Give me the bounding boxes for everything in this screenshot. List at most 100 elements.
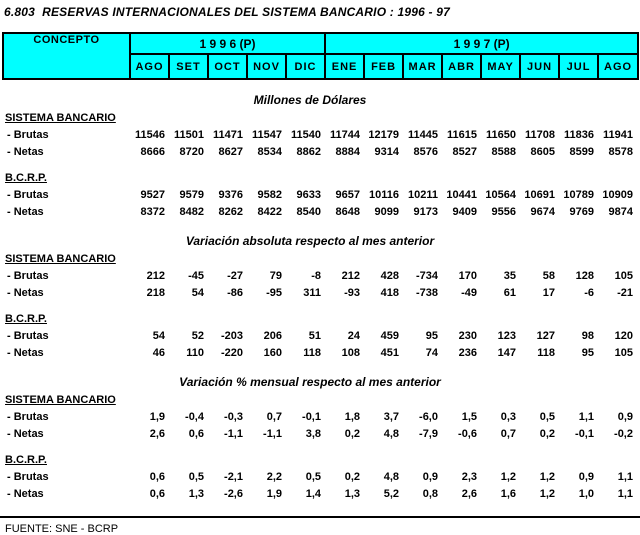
value-cell: 418	[380, 287, 399, 299]
value-cell: 0,7	[500, 428, 516, 440]
value-cell: 11445	[408, 129, 438, 141]
value-cell: 11615	[447, 129, 477, 141]
year-1997-header: 1 9 9 7 (P)	[324, 32, 640, 55]
row-label: - Brutas	[7, 411, 49, 423]
value-cell: 8540	[296, 206, 321, 218]
value-cell: 451	[380, 347, 399, 359]
value-cell: 230	[458, 330, 477, 342]
value-cell: 9314	[374, 146, 399, 158]
value-cell: 8482	[179, 206, 204, 218]
value-cell: 46	[152, 347, 165, 359]
value-cell: -2,6	[224, 488, 243, 500]
data-row: - Netas 218 54 -86 -95 311 -93 418 -738 -49 61 17 -6…	[2, 285, 640, 302]
value-cell: 8627	[218, 146, 243, 158]
value-cell: 35	[503, 270, 516, 282]
value-cell: 120	[614, 330, 633, 342]
value-cell: 8534	[257, 146, 282, 158]
value-cell: 10441	[446, 189, 477, 201]
value-cell: -0,6	[458, 428, 477, 440]
value-cell: 11836	[564, 129, 594, 141]
value-cell: 11540	[291, 129, 321, 141]
value-cell: 2,6	[149, 428, 165, 440]
value-cell: 10909	[602, 189, 633, 201]
value-cell: 2,6	[461, 488, 477, 500]
value-cell: 9674	[530, 206, 555, 218]
group-label: B.C.R.P.	[5, 313, 47, 325]
value-cell: 0,2	[344, 471, 360, 483]
value-cell: 128	[575, 270, 594, 282]
row-label: - Brutas	[7, 330, 49, 342]
month-header-cell: ABR	[441, 53, 483, 80]
value-cell: 105	[614, 270, 633, 282]
value-cell: 8599	[569, 146, 594, 158]
value-cell: 9633	[296, 189, 321, 201]
month-header-cell: JUL	[558, 53, 600, 80]
value-cell: 11471	[213, 129, 243, 141]
month-header-cell: DIC	[284, 53, 327, 80]
value-cell: -0,1	[302, 411, 321, 423]
value-cell: -203	[220, 330, 243, 342]
value-cell: 1,1	[578, 411, 594, 423]
data-row: - Netas 0,6 1,3 -2,6 1,9 1,4 1,3 5,2 0,8 2,6 1,6 1,…	[2, 486, 640, 503]
value-cell: 2,3	[461, 471, 477, 483]
value-cell: -0,1	[575, 428, 594, 440]
section-title: Variación absoluta respecto al mes anter…	[185, 234, 435, 248]
group-label: SISTEMA BANCARIO	[5, 112, 116, 124]
group-block: B.C.R.P. - Brutas 9527 9579 9376 9582 9633 965…	[0, 170, 640, 221]
value-cell: 17	[542, 287, 555, 299]
group-label: SISTEMA BANCARIO	[5, 394, 116, 406]
data-row: - Brutas 54 52 -203 206 51 24 459 95 230 123 127 98 1…	[2, 328, 640, 345]
value-cell: 58	[542, 270, 555, 282]
value-cell: -734	[415, 270, 438, 282]
value-cell: 95	[425, 330, 438, 342]
month-header-cell: JUN	[519, 53, 561, 80]
concepto-header-cell: CONCEPTO	[2, 32, 131, 80]
row-label: - Brutas	[7, 189, 49, 201]
value-cell: 11941	[603, 129, 633, 141]
row-label: - Brutas	[7, 471, 49, 483]
value-cell: 1,6	[500, 488, 516, 500]
data-row: - Brutas 11546 11501 11471 11547 11540 11744 12…	[2, 127, 640, 144]
value-cell: 0,6	[188, 428, 204, 440]
value-cell: 1,3	[188, 488, 204, 500]
value-cell: 95	[581, 347, 594, 359]
month-header-cell: ENE	[324, 53, 366, 80]
value-cell: 0,5	[188, 471, 204, 483]
value-cell: 0,7	[266, 411, 282, 423]
value-cell: 1,9	[149, 411, 165, 423]
row-label: - Netas	[7, 428, 44, 440]
value-cell: 1,0	[578, 488, 594, 500]
reserves-table-header: CONCEPTO 1 9 9 6 (P) 1 9 9 7 (P) AGO SET…	[2, 32, 640, 80]
section-title: Millones de Dólares	[253, 93, 367, 107]
value-cell: 8422	[257, 206, 282, 218]
data-row: - Brutas 9527 9579 9376 9582 9633 9657 10116 102…	[2, 187, 640, 204]
value-cell: 8372	[140, 206, 165, 218]
value-cell: 12179	[368, 129, 399, 141]
value-cell: 8527	[452, 146, 477, 158]
row-label: - Netas	[7, 488, 44, 500]
month-header-cell: AGO	[129, 53, 170, 80]
value-cell: 9769	[569, 206, 594, 218]
data-row: - Netas 8666 8720 8627 8534 8862 8884 9314 8576 8…	[2, 144, 640, 161]
value-cell: 459	[380, 330, 399, 342]
value-cell: 0,6	[149, 471, 165, 483]
value-cell: 206	[263, 330, 282, 342]
value-cell: 218	[146, 287, 165, 299]
value-cell: 10116	[369, 189, 399, 201]
value-cell: 0,5	[539, 411, 555, 423]
value-cell: 61	[503, 287, 516, 299]
value-cell: 0,9	[422, 471, 438, 483]
month-header-cell: AGO	[597, 53, 640, 80]
month-header-cell: OCT	[207, 53, 248, 80]
value-cell: -21	[617, 287, 633, 299]
value-cell: 147	[497, 347, 516, 359]
value-cell: 1,5	[461, 411, 477, 423]
value-cell: -49	[461, 287, 477, 299]
value-cell: 1,3	[344, 488, 360, 500]
value-cell: 8578	[608, 146, 633, 158]
value-cell: 0,8	[422, 488, 438, 500]
value-cell: 8666	[140, 146, 165, 158]
value-cell: -2,1	[224, 471, 243, 483]
value-cell: 212	[341, 270, 360, 282]
value-cell: 51	[308, 330, 321, 342]
